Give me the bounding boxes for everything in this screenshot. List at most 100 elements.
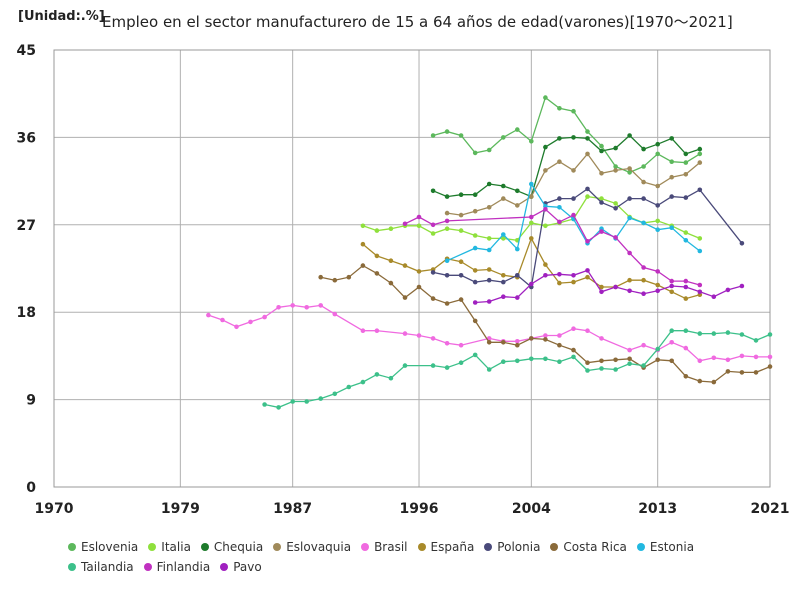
legend-item[interactable]: España <box>417 540 474 554</box>
legend-item[interactable]: Finlandia <box>143 560 211 574</box>
data-point <box>613 164 618 169</box>
legend-marker <box>273 542 282 551</box>
data-point <box>290 399 296 404</box>
series-eslovenia <box>430 95 703 175</box>
legend-item[interactable]: Estonia <box>636 540 694 554</box>
legend-marker <box>484 542 493 551</box>
legend-item[interactable]: Chequia <box>200 540 263 554</box>
data-point <box>318 396 324 401</box>
data-point <box>613 201 618 206</box>
legend-item[interactable]: Pavo <box>220 560 262 574</box>
data-point <box>557 219 562 225</box>
data-point <box>515 203 520 208</box>
data-point <box>402 263 408 268</box>
unit-label: [Unidad:.%] <box>18 9 105 24</box>
data-point <box>627 170 632 175</box>
data-point <box>571 108 576 114</box>
data-point <box>669 289 674 295</box>
data-point <box>374 372 380 377</box>
data-point <box>501 135 506 140</box>
data-point <box>655 203 660 208</box>
data-point <box>627 196 632 201</box>
data-point <box>360 379 366 385</box>
data-point <box>374 253 380 259</box>
legend-item[interactable]: Eslovaquia <box>273 540 351 554</box>
x-tick-label: 1987 <box>273 501 312 517</box>
series-costa-rica <box>318 263 773 385</box>
data-point <box>529 220 534 226</box>
data-point <box>444 301 450 306</box>
data-point <box>458 133 464 138</box>
data-point <box>655 227 660 232</box>
data-point <box>711 331 717 336</box>
data-point <box>486 367 492 372</box>
data-point <box>641 265 646 270</box>
data-point <box>318 303 324 308</box>
data-point <box>276 305 281 310</box>
series-line <box>432 96 701 174</box>
legend-label: Tailandia <box>81 560 134 574</box>
data-point <box>472 268 478 273</box>
data-point <box>486 236 492 241</box>
data-point <box>557 342 562 348</box>
data-point <box>486 247 492 253</box>
data-point <box>557 359 562 365</box>
legend-marker <box>200 542 209 551</box>
legend-item[interactable]: Polonia <box>484 540 540 554</box>
data-point <box>641 164 646 169</box>
data-point <box>515 342 520 348</box>
data-point <box>472 245 478 251</box>
legend-label: Polonia <box>497 540 541 554</box>
legend-marker <box>417 542 426 551</box>
data-point <box>641 291 646 297</box>
data-point <box>725 357 731 363</box>
data-point <box>486 267 492 272</box>
data-point <box>529 181 534 187</box>
series-line <box>264 330 771 409</box>
data-point <box>585 274 590 280</box>
data-point <box>529 281 534 287</box>
data-point <box>599 336 604 341</box>
data-point <box>501 279 506 285</box>
legend-item[interactable]: Eslovenia <box>68 540 138 554</box>
series-pavo <box>472 268 745 305</box>
legend-item[interactable]: Brasil <box>361 540 408 554</box>
y-tick-label: 9 <box>26 393 36 409</box>
data-point <box>346 384 352 390</box>
series-chequia <box>430 133 703 199</box>
data-point <box>599 143 604 149</box>
data-point <box>613 367 618 372</box>
data-point <box>585 136 590 141</box>
data-point <box>388 258 394 264</box>
data-point <box>557 333 562 338</box>
series-españa <box>360 236 703 301</box>
data-point <box>571 326 576 332</box>
data-point <box>627 361 632 367</box>
legend-marker <box>220 562 229 571</box>
data-point <box>458 192 464 197</box>
data-point <box>529 356 534 362</box>
legend-item[interactable]: Italia <box>148 540 191 554</box>
legend-item[interactable]: Costa Rica <box>550 540 627 554</box>
legend-item[interactable]: Tailandia <box>68 560 134 574</box>
data-point <box>430 231 436 236</box>
data-point <box>697 248 703 254</box>
data-point <box>683 238 689 243</box>
data-point <box>627 356 632 362</box>
data-point <box>262 402 267 407</box>
data-point <box>613 168 618 173</box>
data-point <box>402 295 408 300</box>
series-lines <box>206 95 773 410</box>
data-point <box>458 342 464 348</box>
data-point <box>683 151 689 157</box>
data-point <box>402 331 408 336</box>
legend-marker <box>68 562 76 571</box>
data-point <box>641 146 646 152</box>
data-point <box>613 145 618 151</box>
legend-marker <box>68 542 76 551</box>
data-point <box>430 336 436 341</box>
legend-label: Finlandia <box>156 560 211 574</box>
series-line <box>320 264 771 383</box>
data-point <box>697 187 703 193</box>
data-point <box>501 340 506 345</box>
